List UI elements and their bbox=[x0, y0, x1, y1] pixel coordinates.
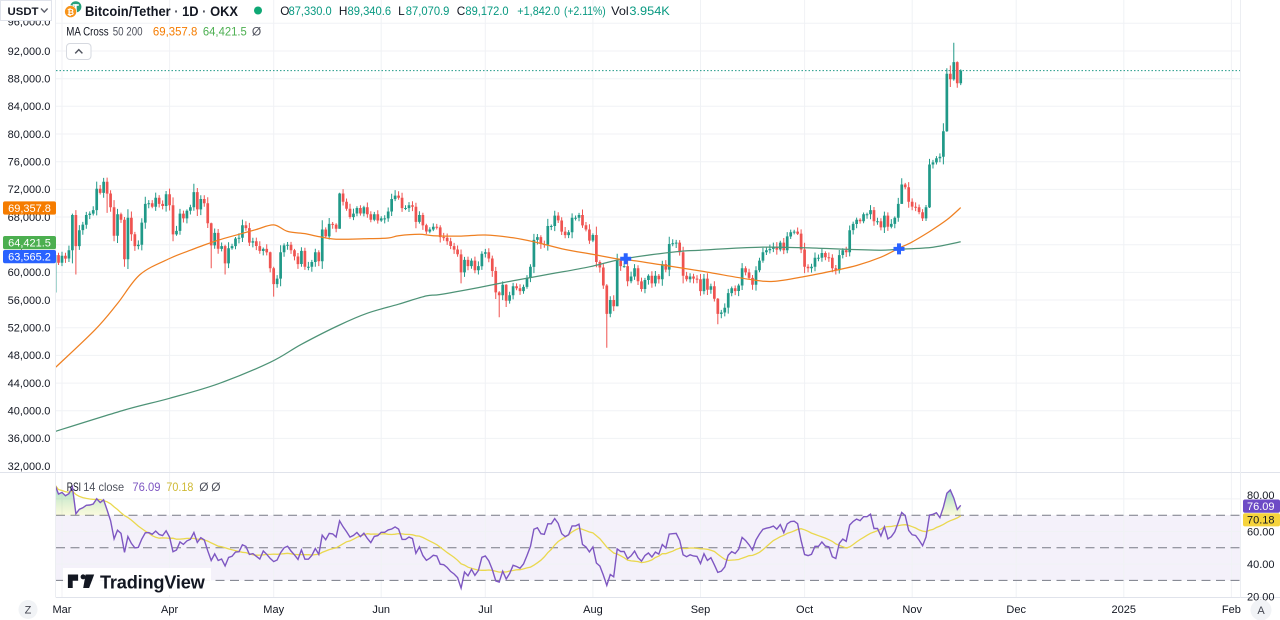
svg-text:44,000.0: 44,000.0 bbox=[8, 378, 51, 390]
svg-text:Vol: Vol bbox=[611, 4, 629, 18]
svg-text:76.09: 76.09 bbox=[1247, 501, 1275, 513]
svg-text:60,000.0: 60,000.0 bbox=[8, 267, 51, 279]
svg-text:C: C bbox=[457, 4, 466, 18]
svg-text:+1,842.0: +1,842.0 bbox=[517, 4, 560, 18]
svg-text:A: A bbox=[1257, 605, 1265, 617]
svg-text:69,357.8: 69,357.8 bbox=[153, 25, 198, 39]
svg-text:MA Cross: MA Cross bbox=[66, 25, 108, 39]
svg-text:88,000.0: 88,000.0 bbox=[8, 74, 51, 86]
svg-text:3.954K: 3.954K bbox=[629, 4, 670, 18]
svg-text:48,000.0: 48,000.0 bbox=[8, 350, 51, 362]
svg-text:40.00: 40.00 bbox=[1247, 559, 1275, 571]
svg-text:Z: Z bbox=[25, 605, 32, 617]
svg-text:36,000.0: 36,000.0 bbox=[8, 433, 51, 445]
svg-text:64,421.5: 64,421.5 bbox=[8, 237, 51, 249]
svg-text:76,000.0: 76,000.0 bbox=[8, 157, 51, 169]
svg-text:40,000.0: 40,000.0 bbox=[8, 406, 51, 418]
svg-text:May: May bbox=[263, 604, 284, 616]
svg-text:Aug: Aug bbox=[583, 604, 603, 616]
svg-text:70.18: 70.18 bbox=[166, 480, 193, 494]
svg-text:L: L bbox=[398, 4, 405, 18]
svg-text:60.00: 60.00 bbox=[1247, 526, 1275, 538]
svg-text:89,172.0: 89,172.0 bbox=[465, 4, 509, 18]
svg-text:Feb: Feb bbox=[1222, 604, 1241, 616]
svg-text:H: H bbox=[339, 4, 348, 18]
svg-text:87,070.9: 87,070.9 bbox=[406, 4, 450, 18]
svg-text:80.00: 80.00 bbox=[1247, 490, 1275, 502]
svg-text:64,421.5: 64,421.5 bbox=[203, 25, 247, 39]
svg-text:Dec: Dec bbox=[1006, 604, 1026, 616]
svg-text:80,000.0: 80,000.0 bbox=[8, 129, 51, 141]
svg-text:56,000.0: 56,000.0 bbox=[8, 295, 51, 307]
svg-text:68,000.0: 68,000.0 bbox=[8, 212, 51, 224]
svg-text:52,000.0: 52,000.0 bbox=[8, 323, 51, 335]
svg-text:87,330.0: 87,330.0 bbox=[289, 4, 332, 18]
svg-text:Ø: Ø bbox=[199, 480, 208, 494]
svg-text:Nov: Nov bbox=[902, 604, 922, 616]
svg-text:Ø: Ø bbox=[211, 480, 220, 494]
svg-text:63,565.2: 63,565.2 bbox=[8, 251, 51, 263]
svg-text:32,000.0: 32,000.0 bbox=[8, 461, 51, 473]
svg-text:Apr: Apr bbox=[161, 604, 178, 616]
svg-text:Ø: Ø bbox=[252, 25, 261, 39]
svg-text:Mar: Mar bbox=[53, 604, 72, 616]
svg-text:70.18: 70.18 bbox=[1247, 515, 1275, 527]
svg-text:(+2.11%): (+2.11%) bbox=[564, 4, 606, 18]
svg-text:TradingView: TradingView bbox=[100, 573, 206, 593]
svg-text:69,357.8: 69,357.8 bbox=[8, 203, 51, 215]
svg-text:89,340.6: 89,340.6 bbox=[348, 4, 392, 18]
svg-text:Jun: Jun bbox=[372, 604, 390, 616]
svg-text:Sep: Sep bbox=[691, 604, 711, 616]
svg-text:14 close: 14 close bbox=[83, 480, 124, 494]
svg-text:76.09: 76.09 bbox=[132, 480, 160, 494]
svg-text:Oct: Oct bbox=[796, 604, 813, 616]
svg-text:20.00: 20.00 bbox=[1247, 592, 1275, 604]
svg-text:₿: ₿ bbox=[67, 7, 74, 17]
svg-text:92,000.0: 92,000.0 bbox=[8, 46, 51, 58]
svg-text:50 200: 50 200 bbox=[113, 25, 143, 39]
svg-text:RSI: RSI bbox=[67, 480, 81, 494]
svg-text:84,000.0: 84,000.0 bbox=[8, 101, 51, 113]
svg-text:2025: 2025 bbox=[1112, 604, 1136, 616]
svg-text:Bitcoin/Tether · 1D · OKX: Bitcoin/Tether · 1D · OKX bbox=[85, 4, 238, 19]
svg-text:O: O bbox=[280, 4, 289, 18]
svg-text:72,000.0: 72,000.0 bbox=[8, 184, 51, 196]
svg-text:USDT: USDT bbox=[8, 6, 39, 18]
svg-text:Jul: Jul bbox=[478, 604, 492, 616]
